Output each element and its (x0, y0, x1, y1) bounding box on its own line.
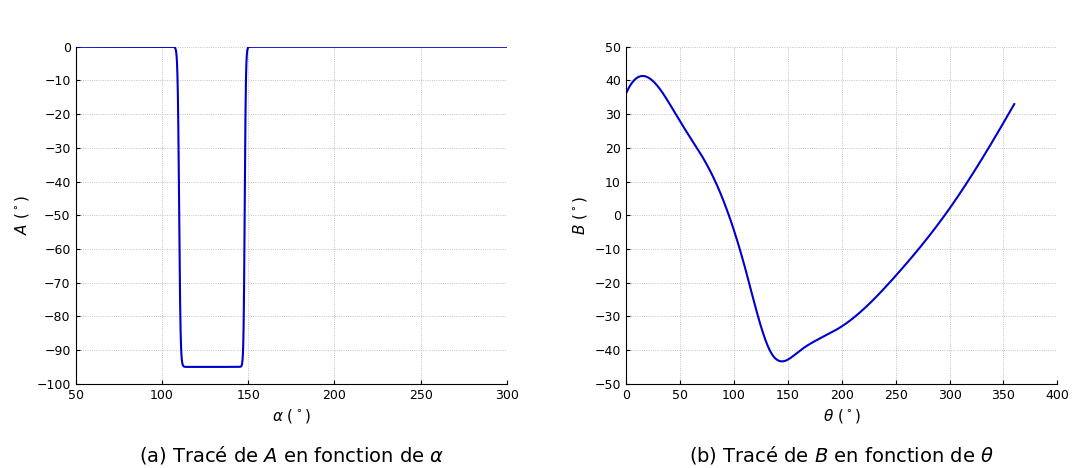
Y-axis label: $A$ ($^\circ$): $A$ ($^\circ$) (13, 195, 30, 235)
Y-axis label: $B$ ($^\circ$): $B$ ($^\circ$) (571, 196, 589, 235)
Text: (b) Tracé de $B$ en fonction de $\theta$: (b) Tracé de $B$ en fonction de $\theta$ (689, 445, 994, 467)
X-axis label: $\alpha$ ($^\circ$): $\alpha$ ($^\circ$) (272, 407, 311, 425)
X-axis label: $\theta$ ($^\circ$): $\theta$ ($^\circ$) (822, 407, 861, 425)
Text: (a) Tracé de $A$ en fonction de $\alpha$: (a) Tracé de $A$ en fonction de $\alpha$ (138, 445, 445, 467)
